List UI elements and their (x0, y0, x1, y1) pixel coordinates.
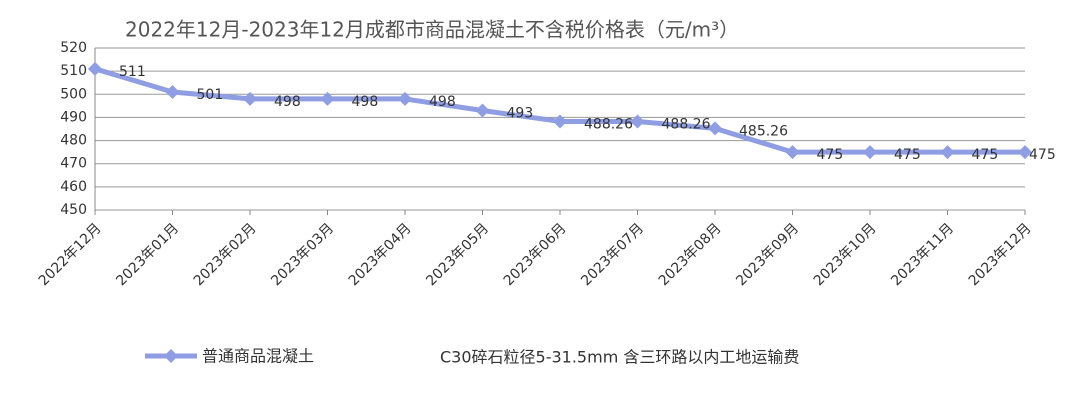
data-label: 475 (1029, 147, 1056, 163)
y-tick-label: 510 (60, 63, 87, 79)
point-marker (320, 91, 335, 106)
x-tick-label: 2023年11月 (888, 220, 957, 289)
legend-marker (164, 349, 178, 363)
data-label: 498 (352, 94, 379, 110)
x-tick-label: 2023年04月 (346, 220, 415, 289)
x-tick-label: 2023年09月 (733, 220, 802, 289)
legend-label: 普通商品混凝土 (202, 347, 314, 366)
y-tick-label: 480 (60, 133, 87, 149)
y-tick-label: 470 (60, 156, 87, 172)
y-tick-label: 450 (60, 202, 87, 218)
data-label: 475 (972, 147, 999, 163)
x-tick-label: 2023年08月 (656, 220, 725, 289)
point-marker (785, 145, 800, 160)
data-label: 501 (197, 87, 224, 103)
annotation: C30碎石粒径5-31.5mm 含三环路以内工地运输费 (440, 348, 799, 367)
point-marker (88, 61, 102, 76)
point-marker (708, 121, 722, 136)
point-marker (630, 114, 645, 129)
x-tick-label: 2023年07月 (578, 220, 647, 289)
point-marker (1018, 145, 1032, 160)
data-label: 488.26 (584, 116, 633, 132)
data-label: 511 (119, 64, 146, 80)
data-label: 485.26 (739, 123, 788, 139)
y-tick-label: 520 (60, 40, 87, 56)
point-marker (940, 145, 955, 160)
x-tick-label: 2023年03月 (268, 220, 337, 289)
x-tick-label: 2023年05月 (423, 220, 492, 289)
series-line (94, 66, 1025, 155)
x-tick-label: 2023年06月 (501, 220, 570, 289)
chart-title: 2022年12月-2023年12月成都市商品混凝土不含税价格表（元/m³） (125, 18, 739, 42)
y-tick-label: 490 (60, 109, 87, 125)
y-tick-label: 460 (60, 179, 87, 195)
point-marker (243, 91, 257, 106)
x-tick-label: 2023年01月 (113, 220, 182, 289)
data-label: 475 (817, 147, 844, 163)
data-label: 488.26 (662, 116, 711, 132)
y-tick-label: 500 (60, 86, 87, 102)
x-tick-label: 2023年02月 (191, 220, 260, 289)
data-label: 475 (894, 147, 921, 163)
point-marker (553, 114, 567, 129)
x-tick-label: 2023年10月 (811, 220, 880, 289)
point-marker (475, 103, 490, 118)
x-tick-label: 2022年12月 (36, 220, 105, 289)
data-label: 498 (429, 94, 456, 110)
point-marker (165, 84, 180, 99)
data-label: 493 (507, 105, 534, 121)
data-label: 498 (274, 94, 301, 110)
point-marker (398, 91, 412, 106)
point-marker (863, 145, 877, 160)
x-tick-label: 2023年12月 (966, 220, 1035, 289)
